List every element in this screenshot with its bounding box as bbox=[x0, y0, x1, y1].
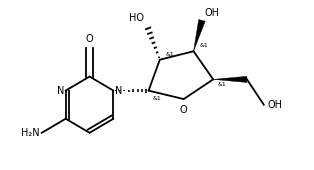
Text: &1: &1 bbox=[217, 82, 226, 87]
Text: &1: &1 bbox=[165, 52, 174, 57]
Text: &1: &1 bbox=[199, 44, 208, 48]
Text: OH: OH bbox=[205, 7, 220, 18]
Text: O: O bbox=[180, 105, 187, 115]
Text: OH: OH bbox=[267, 100, 282, 110]
Text: &1: &1 bbox=[153, 96, 161, 101]
Text: HO: HO bbox=[129, 13, 144, 23]
Text: N: N bbox=[115, 86, 122, 96]
Polygon shape bbox=[193, 20, 205, 51]
Text: O: O bbox=[86, 34, 93, 44]
Text: N: N bbox=[57, 86, 64, 96]
Polygon shape bbox=[213, 76, 247, 82]
Text: H₂N: H₂N bbox=[21, 128, 40, 138]
